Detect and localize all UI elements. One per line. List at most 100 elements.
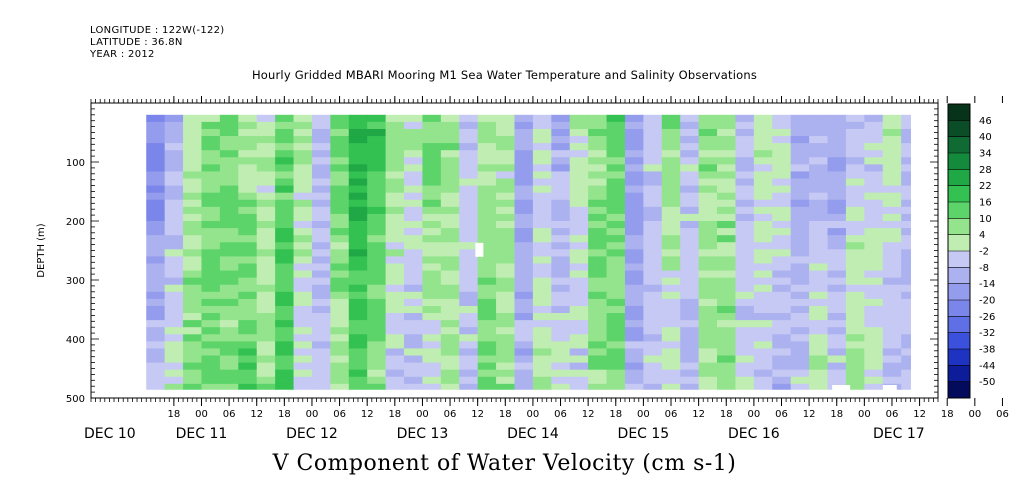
heatmap-cell bbox=[330, 320, 350, 328]
heatmap-cell bbox=[790, 298, 810, 307]
heatmap-cell bbox=[569, 320, 589, 328]
heatmap-cell bbox=[772, 256, 792, 265]
heatmap-cell bbox=[606, 334, 626, 342]
heatmap-cell bbox=[698, 171, 718, 180]
heatmap-cell bbox=[606, 284, 626, 293]
heatmap-cell bbox=[901, 376, 911, 385]
x-tick-label: 06 bbox=[775, 409, 788, 420]
heatmap-cell bbox=[790, 284, 810, 293]
heatmap-cell bbox=[422, 121, 442, 130]
heatmap-cell bbox=[404, 171, 424, 180]
x-tick-label: 12 bbox=[582, 409, 595, 420]
heatmap-cell bbox=[735, 121, 755, 130]
heatmap-cell bbox=[532, 305, 552, 314]
x-day-label: DEC 14 bbox=[507, 426, 559, 442]
heatmap-cell bbox=[717, 199, 737, 208]
heatmap-cell bbox=[183, 320, 203, 328]
heatmap-cell bbox=[680, 164, 700, 173]
heatmap-cell bbox=[772, 178, 792, 187]
heatmap-cell bbox=[735, 284, 755, 293]
heatmap-cell bbox=[901, 114, 911, 123]
heatmap-cell bbox=[201, 157, 221, 165]
heatmap-cell bbox=[422, 128, 442, 137]
heatmap-cell bbox=[311, 341, 331, 350]
heatmap-cell bbox=[882, 164, 902, 173]
heatmap-cell bbox=[385, 128, 405, 137]
heatmap-cell bbox=[164, 277, 184, 286]
heatmap-cell bbox=[477, 327, 497, 335]
heatmap-cell bbox=[588, 206, 608, 215]
heatmap-cell bbox=[183, 284, 203, 293]
heatmap-cell bbox=[256, 185, 276, 194]
heatmap-cell bbox=[588, 313, 608, 321]
heatmap-cell bbox=[643, 185, 663, 194]
heatmap-cell bbox=[496, 143, 516, 151]
heatmap-cell bbox=[624, 362, 644, 371]
heatmap-cell bbox=[164, 121, 184, 130]
heatmap-cell bbox=[385, 199, 405, 208]
heatmap-cell bbox=[735, 263, 755, 272]
heatmap-cell bbox=[348, 355, 368, 364]
heatmap-cell bbox=[882, 341, 902, 350]
colorbar bbox=[948, 104, 970, 399]
colorbar-label: -50 bbox=[979, 377, 995, 388]
heatmap-cell bbox=[293, 383, 313, 390]
x-tick-label: 06 bbox=[444, 409, 457, 420]
heatmap-cell bbox=[238, 291, 258, 300]
heatmap-cell bbox=[183, 192, 203, 201]
heatmap-cell bbox=[643, 178, 663, 187]
heatmap-cell bbox=[772, 369, 792, 378]
x-tick-label: 00 bbox=[637, 409, 650, 420]
heatmap-cell bbox=[661, 313, 681, 321]
heatmap-cell bbox=[311, 284, 331, 293]
heatmap-cell bbox=[422, 221, 442, 229]
heatmap-cell bbox=[146, 284, 166, 293]
heatmap-cell bbox=[477, 263, 497, 272]
heatmap-cell bbox=[882, 362, 902, 371]
heatmap-cell bbox=[385, 249, 405, 257]
heatmap-cell bbox=[901, 369, 911, 378]
heatmap-cell bbox=[772, 128, 792, 137]
heatmap-cell bbox=[680, 383, 700, 390]
heatmap-cell bbox=[293, 305, 313, 314]
heatmap-cell bbox=[790, 114, 810, 123]
heatmap-cell bbox=[717, 376, 737, 385]
x-tick-label: 12 bbox=[471, 409, 484, 420]
y-tick-label: 100 bbox=[66, 158, 85, 169]
heatmap-cell bbox=[459, 320, 479, 328]
heatmap-cell bbox=[809, 298, 829, 307]
heatmap-cell bbox=[219, 249, 239, 257]
heatmap-cell bbox=[293, 136, 313, 144]
heatmap-cell bbox=[183, 150, 203, 158]
heatmap-cell bbox=[790, 150, 810, 158]
heatmap-cell bbox=[440, 192, 460, 201]
heatmap-cell bbox=[680, 376, 700, 385]
heatmap-cell bbox=[146, 213, 166, 222]
heatmap-cell bbox=[809, 348, 829, 357]
heatmap-cell bbox=[348, 206, 368, 215]
heatmap-cell bbox=[901, 348, 911, 357]
heatmap-cell bbox=[809, 249, 829, 257]
heatmap-cell bbox=[772, 242, 792, 250]
heatmap-cell bbox=[753, 164, 773, 173]
heatmap-cell bbox=[275, 206, 295, 215]
heatmap-cell bbox=[367, 235, 387, 243]
heatmap-cell bbox=[790, 199, 810, 208]
heatmap-cell bbox=[643, 242, 663, 250]
heatmap-cell bbox=[661, 242, 681, 250]
heatmap-cell bbox=[385, 313, 405, 321]
heatmap-cell bbox=[238, 348, 258, 357]
heatmap-cell bbox=[164, 376, 184, 385]
heatmap-cell bbox=[698, 185, 718, 194]
heatmap-cell bbox=[753, 143, 773, 151]
heatmap-cell bbox=[809, 369, 829, 378]
heatmap-cell bbox=[827, 256, 847, 265]
heatmap-cell bbox=[717, 164, 737, 173]
y-tick-label: 200 bbox=[66, 217, 85, 228]
heatmap-cell bbox=[201, 192, 221, 201]
heatmap-cell bbox=[238, 114, 258, 123]
heatmap-cell bbox=[661, 143, 681, 151]
heatmap-cell bbox=[201, 355, 221, 364]
heatmap-cell bbox=[183, 355, 203, 364]
heatmap-cell bbox=[698, 298, 718, 307]
